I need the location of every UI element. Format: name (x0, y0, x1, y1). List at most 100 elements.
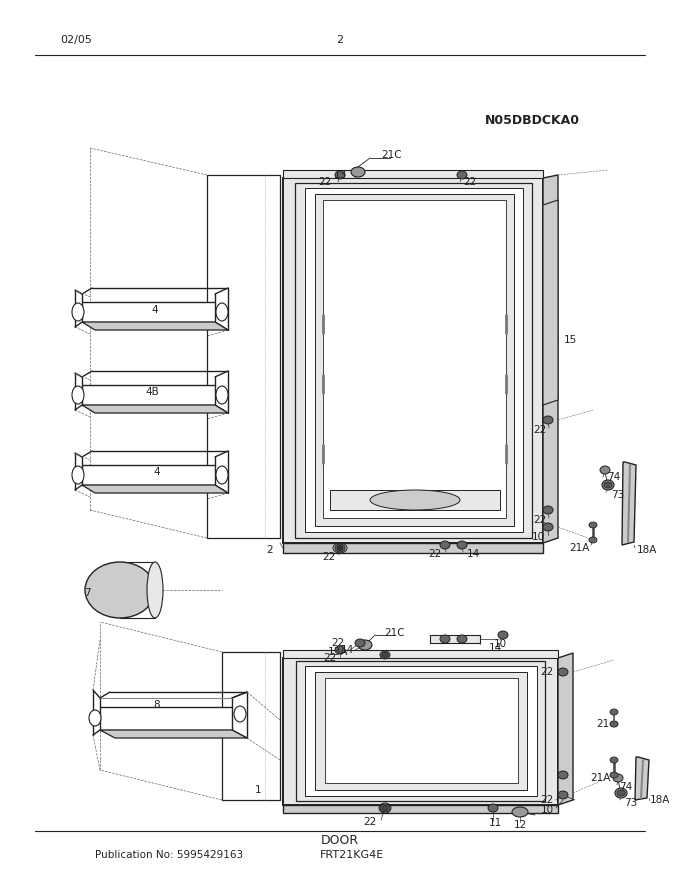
Ellipse shape (337, 546, 343, 551)
Ellipse shape (147, 562, 163, 618)
Ellipse shape (234, 706, 246, 722)
Text: 13: 13 (333, 170, 347, 180)
Text: 22: 22 (428, 549, 441, 559)
Text: 15: 15 (563, 335, 577, 345)
Ellipse shape (216, 466, 228, 484)
Text: 22: 22 (322, 552, 336, 562)
Text: 21A: 21A (568, 543, 589, 553)
Text: 11: 11 (488, 818, 502, 828)
Ellipse shape (380, 651, 390, 659)
Ellipse shape (604, 482, 612, 488)
Ellipse shape (602, 480, 614, 490)
Polygon shape (82, 302, 215, 322)
Polygon shape (430, 635, 480, 643)
Polygon shape (325, 678, 518, 783)
Polygon shape (543, 200, 558, 405)
Text: 4: 4 (154, 467, 160, 477)
Text: 22: 22 (363, 817, 377, 827)
Ellipse shape (488, 804, 498, 812)
Text: DOOR: DOOR (321, 833, 359, 847)
Ellipse shape (615, 788, 627, 798)
Ellipse shape (89, 710, 101, 726)
Text: 4B: 4B (145, 387, 159, 397)
Ellipse shape (617, 790, 625, 796)
Ellipse shape (216, 303, 228, 321)
Text: 7: 7 (84, 588, 90, 598)
Ellipse shape (613, 774, 623, 782)
Text: 13A: 13A (328, 647, 348, 657)
Ellipse shape (335, 171, 345, 179)
Polygon shape (100, 707, 232, 730)
Polygon shape (283, 170, 543, 178)
Text: 18A: 18A (650, 795, 670, 805)
Ellipse shape (457, 171, 467, 179)
Text: 22: 22 (331, 638, 345, 648)
Text: 02/05: 02/05 (60, 35, 92, 45)
Ellipse shape (85, 562, 155, 618)
Ellipse shape (457, 635, 467, 643)
Ellipse shape (610, 772, 618, 778)
Text: 10: 10 (532, 532, 545, 542)
Text: 22: 22 (318, 177, 332, 187)
Polygon shape (283, 650, 558, 658)
Text: 10: 10 (541, 805, 554, 815)
Polygon shape (283, 658, 558, 805)
Ellipse shape (380, 804, 390, 812)
Ellipse shape (610, 709, 618, 715)
Polygon shape (315, 194, 514, 526)
Polygon shape (622, 462, 636, 545)
Ellipse shape (335, 646, 345, 654)
Ellipse shape (358, 640, 372, 650)
Polygon shape (558, 653, 573, 805)
Ellipse shape (600, 466, 610, 474)
Ellipse shape (72, 303, 84, 321)
Text: 22: 22 (463, 177, 477, 187)
Text: 73: 73 (624, 798, 638, 808)
Ellipse shape (351, 167, 365, 177)
Text: 21C: 21C (381, 150, 403, 160)
Text: 21A: 21A (590, 773, 610, 783)
Ellipse shape (382, 652, 388, 657)
Ellipse shape (72, 386, 84, 404)
Text: 22: 22 (324, 653, 337, 663)
Ellipse shape (335, 544, 345, 552)
Polygon shape (543, 175, 558, 543)
Polygon shape (330, 490, 500, 510)
Ellipse shape (370, 490, 460, 510)
Ellipse shape (216, 386, 228, 404)
Ellipse shape (543, 416, 553, 424)
Polygon shape (82, 485, 228, 493)
Text: 21C: 21C (385, 628, 405, 638)
Polygon shape (283, 805, 558, 813)
Ellipse shape (440, 541, 450, 549)
Polygon shape (305, 188, 523, 532)
Ellipse shape (512, 807, 528, 817)
Ellipse shape (558, 791, 568, 799)
Polygon shape (82, 405, 228, 413)
Ellipse shape (558, 668, 568, 676)
Polygon shape (635, 757, 649, 800)
Polygon shape (82, 322, 228, 330)
Text: 74: 74 (619, 782, 632, 792)
Ellipse shape (498, 631, 508, 639)
Ellipse shape (457, 541, 467, 549)
Text: 8: 8 (154, 700, 160, 710)
Text: 1: 1 (255, 785, 261, 795)
Text: 22: 22 (533, 425, 547, 435)
Ellipse shape (610, 757, 618, 763)
Text: 22: 22 (541, 667, 554, 677)
Text: 2: 2 (337, 35, 343, 45)
Ellipse shape (355, 639, 365, 647)
Ellipse shape (589, 537, 597, 543)
Text: 22: 22 (541, 795, 554, 805)
Ellipse shape (543, 523, 553, 531)
Polygon shape (323, 200, 506, 518)
Ellipse shape (558, 771, 568, 779)
Ellipse shape (589, 522, 597, 528)
Text: 21: 21 (596, 719, 610, 729)
Text: 18A: 18A (636, 545, 657, 555)
Text: FRT21KG4E: FRT21KG4E (320, 850, 384, 860)
Text: 4: 4 (152, 305, 158, 315)
Text: 14: 14 (466, 549, 479, 559)
Text: 14: 14 (488, 643, 502, 653)
